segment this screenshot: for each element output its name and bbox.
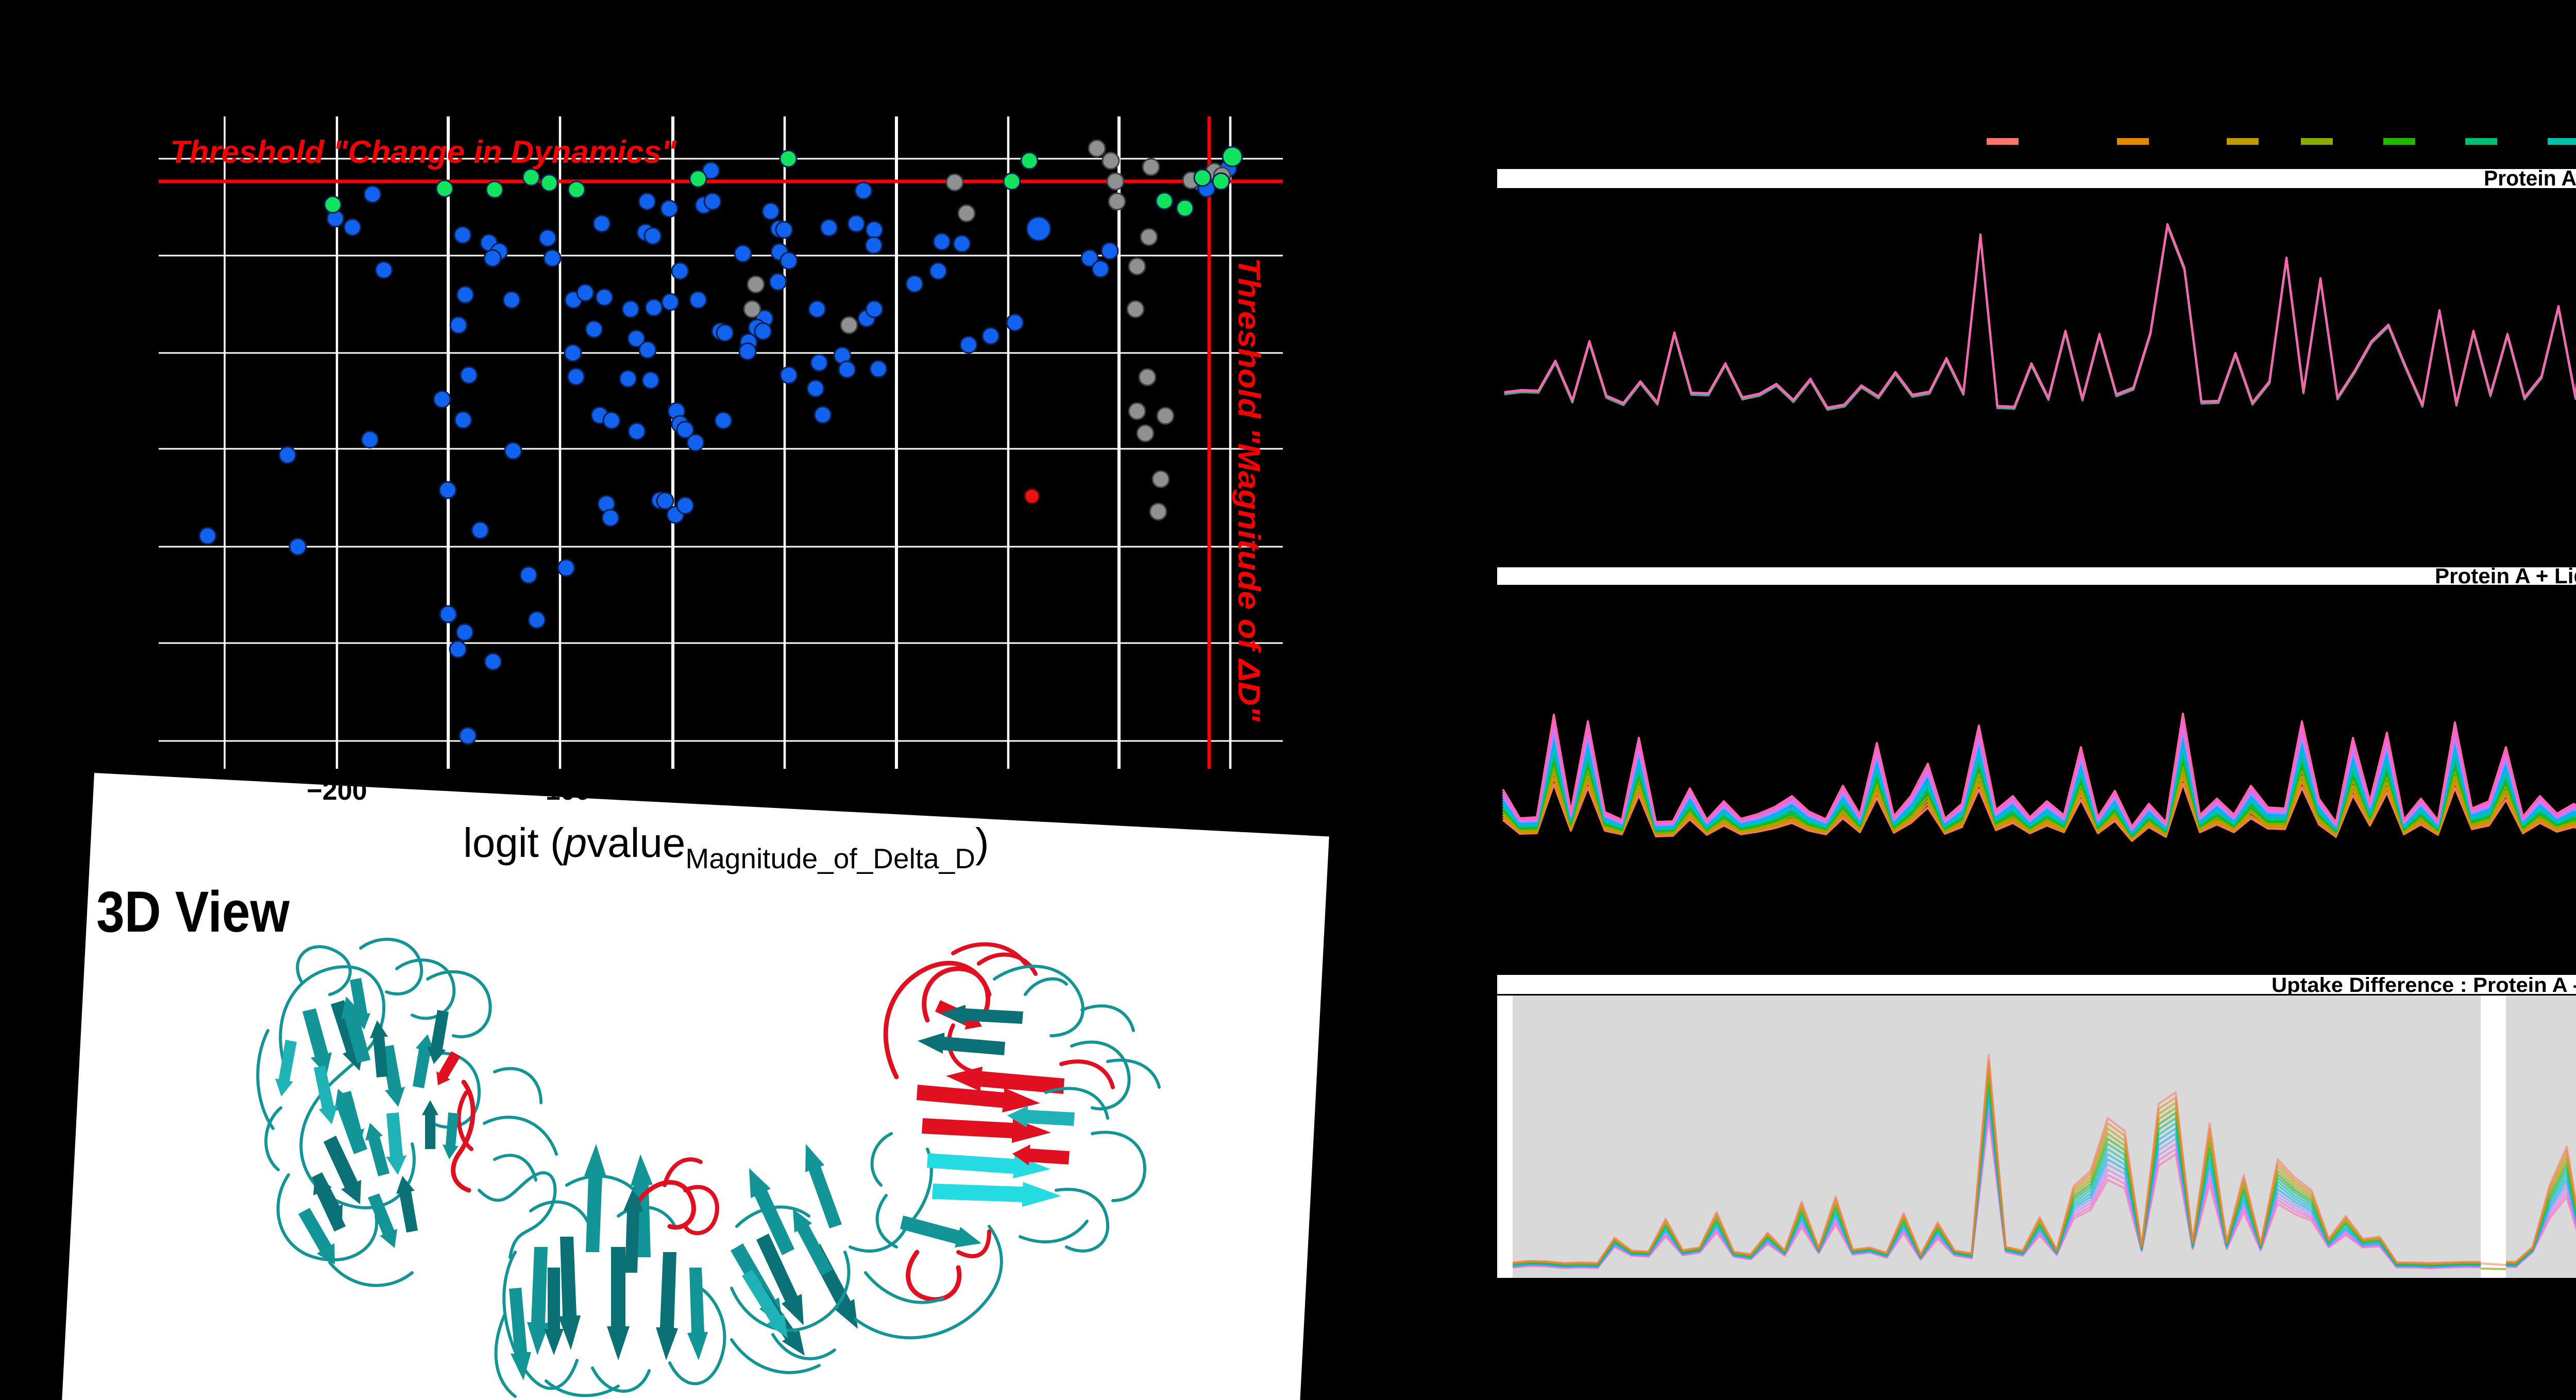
svg-text:Protein A: Protein A xyxy=(2484,166,2576,190)
svg-text:Uptake Difference : Protein A: Uptake Difference : Protein A - (Protein… xyxy=(2272,974,2576,997)
svg-text:−100: −100 xyxy=(530,776,590,806)
svg-text:3D View: 3D View xyxy=(96,880,290,944)
svg-text:200: 200 xyxy=(1210,776,1255,806)
svg-text:Protein A + Ligand: Protein A + Ligand xyxy=(2435,564,2576,588)
svg-text:100: 100 xyxy=(986,776,1031,806)
svg-text:Threshold "Change in Dynamics": Threshold "Change in Dynamics" xyxy=(170,134,677,170)
svg-text:0: 0 xyxy=(777,776,792,806)
svg-text:−200: −200 xyxy=(307,776,367,806)
svg-text:Threshold "Magnitude of ΔD": Threshold "Magnitude of ΔD" xyxy=(1232,258,1266,722)
